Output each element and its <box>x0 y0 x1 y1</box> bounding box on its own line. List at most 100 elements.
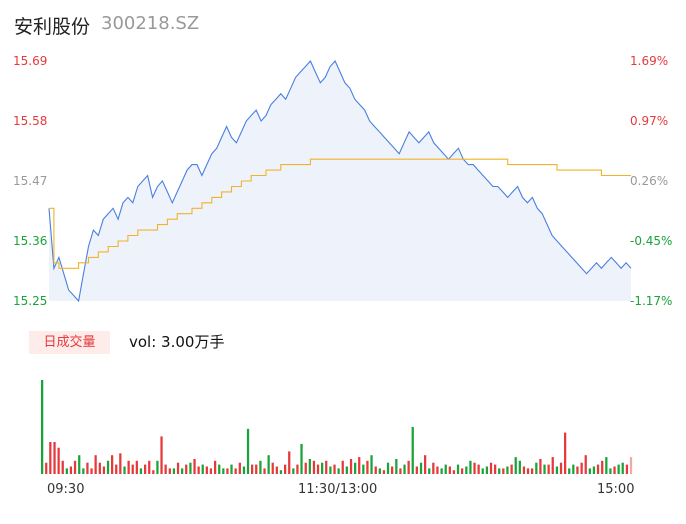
volume-bar <box>275 466 278 474</box>
volume-bar <box>193 459 196 474</box>
price-area <box>49 61 631 301</box>
volume-bar <box>172 468 176 474</box>
volume-bar <box>197 466 200 474</box>
volume-bar <box>518 460 521 474</box>
volume-bar <box>485 466 489 474</box>
y-right-tick: -1.17% <box>630 294 673 308</box>
volume-bar <box>65 468 68 474</box>
volume-bar <box>119 453 122 474</box>
volume-bar <box>424 455 427 474</box>
volume-bar <box>135 460 138 474</box>
volume-bar <box>57 447 60 474</box>
volume-bar <box>189 462 192 474</box>
volume-bar <box>86 462 89 474</box>
volume-bar <box>123 466 126 474</box>
volume-bar <box>378 468 381 474</box>
volume-bar <box>522 466 526 474</box>
volume-bar <box>498 468 501 474</box>
volume-bar <box>440 468 443 474</box>
volume-bar <box>238 462 241 474</box>
volume-bar <box>98 462 101 474</box>
x-tick: 15:00 <box>597 482 635 497</box>
volume-bar <box>564 432 567 474</box>
volume-bar <box>576 466 579 474</box>
volume-bar <box>73 460 77 474</box>
volume-bar <box>90 468 93 474</box>
volume-bar <box>609 468 612 474</box>
volume-bar <box>61 460 64 474</box>
volume-bar <box>259 460 262 474</box>
x-tick: 09:30 <box>47 482 85 497</box>
volume-bar <box>230 464 233 474</box>
volume-bar <box>592 466 596 474</box>
volume-bar <box>300 443 303 474</box>
volume-bar <box>506 466 509 474</box>
volume-bar <box>551 457 554 474</box>
volume-bar <box>82 468 85 474</box>
volume-bar <box>321 462 324 474</box>
volume-bar <box>78 455 81 474</box>
volume-bar <box>477 464 480 474</box>
volume-bar <box>370 455 373 474</box>
volume-bar <box>148 460 151 474</box>
volume-bar <box>625 464 629 474</box>
stock-name: 安利股份 <box>14 16 91 38</box>
volume-bar <box>568 468 571 474</box>
volume-badge: 日成交量 <box>29 331 110 354</box>
volume-bar <box>164 464 167 474</box>
volume-bar <box>605 457 608 474</box>
volume-bar <box>489 462 493 474</box>
volume-bar <box>69 466 73 474</box>
volume-bar <box>181 468 184 474</box>
volume-bar <box>428 468 431 474</box>
volume-bar <box>345 466 348 474</box>
volume-bar <box>271 462 274 474</box>
volume-bar <box>329 466 332 474</box>
volume-bar <box>559 462 563 474</box>
volume-bar <box>267 455 270 474</box>
volume-bar <box>436 466 439 474</box>
volume-bar <box>588 468 591 474</box>
volume-bar <box>102 466 106 474</box>
volume-bar <box>234 468 237 474</box>
volume-bar <box>127 460 130 474</box>
volume-bar <box>255 464 258 474</box>
price-line <box>48 60 632 303</box>
volume-bar <box>473 462 476 474</box>
volume-bar <box>325 460 328 474</box>
volume-bar <box>246 428 250 474</box>
x-tick: 11:30/13:00 <box>298 482 378 497</box>
volume-bar <box>308 459 311 474</box>
volume-bar <box>584 455 587 474</box>
volume-bar <box>349 459 353 474</box>
y-right-tick: 1.69% <box>630 54 669 68</box>
volume-bar <box>292 468 295 474</box>
volume-bar <box>304 462 307 474</box>
volume-bar <box>526 468 530 474</box>
y-left-tick: 15.25 <box>13 294 48 308</box>
volume-bar <box>601 460 604 474</box>
volume-bar <box>547 464 550 474</box>
volume-bar <box>502 468 505 474</box>
volume-bar <box>366 460 369 474</box>
volume-bar <box>205 466 208 474</box>
y-right-tick: 0.26% <box>630 174 669 188</box>
volume-bar <box>337 468 340 474</box>
volume-bar <box>144 464 147 474</box>
volume-bar <box>49 442 52 474</box>
volume-bar <box>629 457 633 474</box>
volume-bar <box>456 464 460 474</box>
volume-bar <box>358 457 361 474</box>
volume-bar <box>53 442 56 474</box>
volume-bar <box>94 455 97 474</box>
y-left-tick: 15.69 <box>13 54 48 68</box>
volume-bar <box>185 464 188 474</box>
volume-bar <box>115 464 118 474</box>
volume-bar <box>411 427 414 474</box>
volume-bar <box>374 466 377 474</box>
y-right-tick: -0.45% <box>630 234 673 248</box>
average-line <box>49 158 631 269</box>
volume-bar <box>131 464 134 474</box>
volume-bar <box>469 460 472 474</box>
volume-bar <box>362 464 365 474</box>
